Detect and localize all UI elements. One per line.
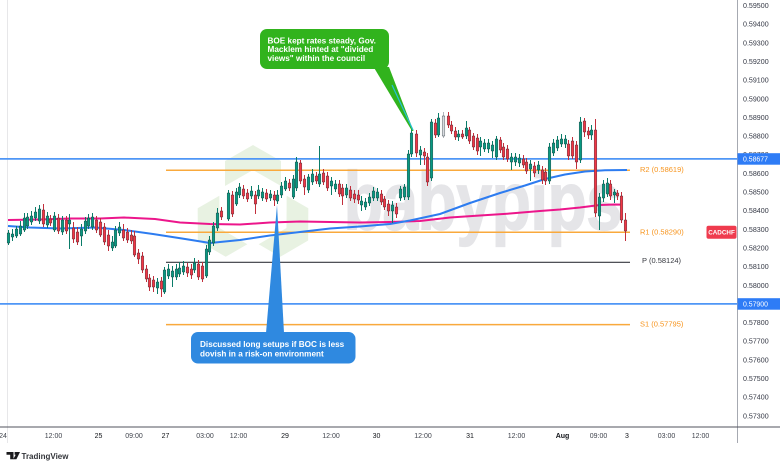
svg-text:CADCHF: CADCHF xyxy=(708,229,735,236)
svg-text:Macklem hinted at "divided: Macklem hinted at "divided xyxy=(268,45,374,54)
svg-text:30: 30 xyxy=(373,433,381,440)
svg-text:0.59400: 0.59400 xyxy=(743,21,769,29)
svg-text:0.59100: 0.59100 xyxy=(743,77,769,85)
svg-text:0.59500: 0.59500 xyxy=(743,2,769,10)
svg-text:0.58800: 0.58800 xyxy=(743,133,769,141)
svg-text:12:00: 12:00 xyxy=(230,433,248,440)
svg-text:0.57600: 0.57600 xyxy=(743,356,769,364)
svg-text:0.58677: 0.58677 xyxy=(743,156,768,163)
svg-text:0.57900: 0.57900 xyxy=(743,301,768,308)
svg-text:0.58400: 0.58400 xyxy=(743,207,769,215)
svg-text:0.57800: 0.57800 xyxy=(743,319,769,327)
svg-text:0.57700: 0.57700 xyxy=(743,338,769,346)
svg-text:12:00: 12:00 xyxy=(692,433,710,440)
svg-text:0.58300: 0.58300 xyxy=(743,226,769,234)
svg-text:0.57300: 0.57300 xyxy=(743,412,769,420)
svg-text:P (0.58124): P (0.58124) xyxy=(642,256,682,265)
svg-text:03:00: 03:00 xyxy=(658,433,676,440)
svg-text:0.58600: 0.58600 xyxy=(743,170,769,178)
svg-text:29: 29 xyxy=(281,433,289,440)
svg-text:3: 3 xyxy=(625,433,629,440)
svg-text:24: 24 xyxy=(0,433,7,440)
svg-text:0.58100: 0.58100 xyxy=(743,263,769,271)
svg-text:0.57400: 0.57400 xyxy=(743,394,769,402)
svg-text:views" within the council: views" within the council xyxy=(268,54,366,63)
svg-text:BOE kept rates steady, Gov.: BOE kept rates steady, Gov. xyxy=(268,37,376,46)
svg-text:09:00: 09:00 xyxy=(125,433,143,440)
svg-text:R1 (0.58290): R1 (0.58290) xyxy=(640,228,684,237)
svg-text:dovish in a risk-on environmen: dovish in a risk-on environment xyxy=(200,349,324,358)
svg-text:R2 (0.58619): R2 (0.58619) xyxy=(640,165,684,174)
svg-text:25: 25 xyxy=(95,433,103,440)
svg-text:TradingView: TradingView xyxy=(22,452,70,461)
svg-text:12:00: 12:00 xyxy=(414,433,432,440)
svg-text:03:00: 03:00 xyxy=(196,433,214,440)
svg-text:0.57500: 0.57500 xyxy=(743,375,769,383)
svg-text:0.58000: 0.58000 xyxy=(743,282,769,290)
svg-text:31: 31 xyxy=(466,433,474,440)
svg-text:Discussed long setups if BOC i: Discussed long setups if BOC is less xyxy=(200,340,345,349)
svg-text:Aug: Aug xyxy=(556,433,570,440)
svg-text:0.58200: 0.58200 xyxy=(743,244,769,252)
svg-text:27: 27 xyxy=(162,433,170,440)
svg-text:S1 (0.57795): S1 (0.57795) xyxy=(640,319,684,328)
svg-text:0.59000: 0.59000 xyxy=(743,95,769,103)
svg-text:12:00: 12:00 xyxy=(45,433,63,440)
svg-text:12:00: 12:00 xyxy=(322,433,340,440)
svg-text:0.58900: 0.58900 xyxy=(743,114,769,122)
svg-text:12:00: 12:00 xyxy=(508,433,526,440)
svg-text:09:00: 09:00 xyxy=(590,433,608,440)
svg-text:0.59200: 0.59200 xyxy=(743,58,769,66)
svg-text:0.59300: 0.59300 xyxy=(743,39,769,47)
svg-text:0.58500: 0.58500 xyxy=(743,189,769,197)
